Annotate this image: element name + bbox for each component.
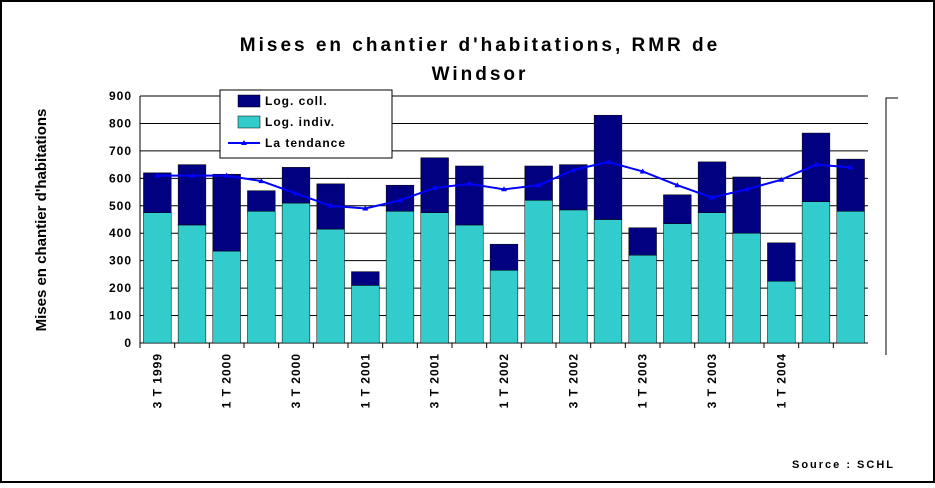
trend-marker bbox=[397, 197, 403, 203]
bar bbox=[247, 190, 276, 212]
x-tick-label: 1 T 2003 bbox=[636, 353, 650, 408]
trend-marker bbox=[258, 178, 265, 184]
x-tick-label: 3 T 2000 bbox=[289, 353, 303, 408]
trend-marker bbox=[847, 164, 854, 170]
y-tick-label: 300 bbox=[109, 254, 132, 268]
bar bbox=[143, 172, 172, 213]
trend-marker bbox=[466, 180, 473, 186]
bar bbox=[732, 176, 761, 234]
y-tick-label: 100 bbox=[109, 309, 132, 323]
bar bbox=[559, 209, 588, 344]
bar bbox=[697, 161, 727, 213]
bar bbox=[351, 285, 380, 344]
bar bbox=[316, 228, 345, 344]
trend-marker bbox=[778, 176, 785, 182]
x-tick-label: 1 T 2004 bbox=[774, 353, 788, 408]
bar bbox=[836, 211, 865, 344]
bar bbox=[663, 223, 692, 344]
trend-marker bbox=[535, 182, 542, 188]
y-tick-label: 400 bbox=[109, 226, 132, 240]
bar bbox=[767, 242, 796, 282]
trend-marker bbox=[293, 190, 299, 196]
trend-marker bbox=[189, 172, 195, 178]
legend-swatch bbox=[237, 115, 261, 129]
bar bbox=[455, 224, 484, 344]
bar bbox=[697, 212, 727, 344]
legend-swatch bbox=[241, 140, 247, 145]
trend-marker bbox=[813, 161, 819, 167]
bar bbox=[801, 132, 831, 202]
decoration bbox=[885, 97, 898, 355]
y-tick-label: 500 bbox=[109, 199, 132, 213]
legend-label: Log. coll. bbox=[265, 94, 328, 108]
trend-marker bbox=[605, 158, 611, 164]
y-axis-label: Mises en chantier d'habitations bbox=[33, 109, 50, 332]
x-tick-label: 3 T 1999 bbox=[150, 353, 164, 408]
y-tick-label: 600 bbox=[109, 171, 132, 185]
trend-marker bbox=[431, 184, 438, 190]
bar bbox=[628, 227, 657, 256]
trend-marker bbox=[327, 202, 334, 208]
bar bbox=[663, 194, 692, 224]
x-tick-label: 1 T 2001 bbox=[358, 353, 372, 408]
bar bbox=[385, 211, 415, 344]
x-tick-label: 1 T 2002 bbox=[497, 353, 511, 408]
bar bbox=[247, 211, 276, 344]
trend-marker bbox=[223, 172, 230, 178]
legend-label: La tendance bbox=[265, 136, 346, 150]
bar bbox=[732, 232, 761, 344]
bar bbox=[455, 165, 484, 226]
x-tick-label: 1 T 2000 bbox=[220, 353, 234, 408]
trend-marker bbox=[709, 194, 715, 200]
bar bbox=[593, 114, 623, 220]
x-tick-label: 3 T 2001 bbox=[428, 353, 442, 408]
bar bbox=[801, 201, 831, 344]
trend-marker bbox=[362, 205, 369, 211]
bar bbox=[524, 200, 553, 344]
legend-swatch bbox=[237, 94, 261, 108]
trend-marker bbox=[743, 186, 750, 192]
trend-marker bbox=[639, 168, 646, 174]
x-tick-label: 3 T 2002 bbox=[566, 353, 580, 408]
y-tick-label: 0 bbox=[124, 336, 132, 350]
bar bbox=[489, 270, 519, 344]
bar bbox=[593, 219, 623, 344]
bar bbox=[628, 254, 657, 344]
bar bbox=[212, 173, 241, 252]
bar bbox=[420, 212, 449, 344]
bar bbox=[351, 271, 380, 286]
trend-marker bbox=[154, 172, 161, 178]
y-tick-label: 200 bbox=[109, 281, 132, 295]
chart-title: Mises en chantier d'habitations, RMR de bbox=[240, 35, 720, 56]
trend-marker bbox=[501, 186, 507, 192]
source: Source : SCHL bbox=[792, 459, 895, 471]
bar bbox=[143, 212, 172, 344]
y-tick-label: 700 bbox=[109, 144, 132, 158]
chart-title: Windsor bbox=[432, 64, 529, 85]
trend-marker bbox=[674, 182, 681, 188]
bar bbox=[767, 281, 796, 344]
x-tick-label: 3 T 2003 bbox=[705, 353, 719, 408]
y-tick-label: 800 bbox=[109, 116, 132, 130]
bar bbox=[212, 250, 241, 344]
bar bbox=[559, 164, 588, 211]
bar bbox=[281, 202, 311, 344]
trend-marker bbox=[570, 167, 577, 173]
y-tick-label: 900 bbox=[109, 89, 132, 103]
bar bbox=[489, 243, 519, 271]
bar bbox=[177, 224, 207, 344]
legend-label: Log. indiv. bbox=[265, 115, 335, 129]
